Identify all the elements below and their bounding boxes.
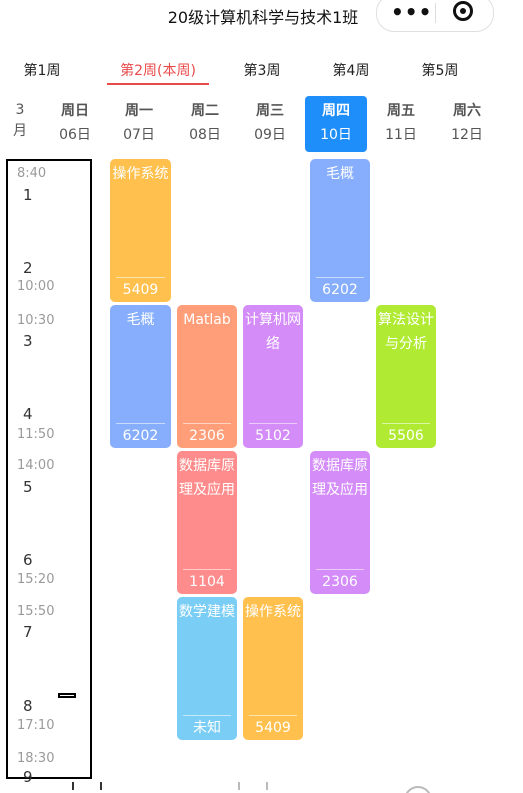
day-name: 周日: [61, 103, 89, 119]
course-room: 2306: [183, 423, 231, 448]
course-card-thu-maogai[interactable]: 毛概 6202: [310, 159, 370, 302]
day-header-mon: 周一 07日: [108, 96, 170, 152]
month-label: 3 月: [8, 100, 32, 142]
active-tab-underline: [107, 83, 209, 85]
day-date: 09日: [254, 127, 286, 143]
bottom-nav-item-2[interactable]: [238, 782, 272, 793]
period-6-end: 15:20: [17, 572, 55, 587]
nav-icon-3: [404, 786, 432, 793]
period-5-number: 5: [23, 478, 33, 496]
course-room: 6202: [116, 423, 165, 448]
mini-program-capsule: •••: [376, 0, 494, 32]
course-name: 算法设计与分析: [378, 312, 434, 352]
course-card-tue-modeling[interactable]: 数学建模 未知: [177, 597, 237, 740]
tab-week-4[interactable]: 第4周: [332, 63, 370, 79]
day-name: 周三: [256, 103, 284, 119]
day-header-tue: 周二 08日: [174, 96, 236, 152]
bottom-nav-item-1[interactable]: [72, 782, 106, 793]
period-7-start: 15:50: [17, 604, 55, 619]
tab-week-3[interactable]: 第3周: [243, 63, 281, 79]
course-card-tue-database[interactable]: 数据库原理及应用 1104: [177, 451, 237, 594]
day-header-sun: 周日 06日: [44, 96, 106, 152]
period-8-number: 8: [23, 697, 33, 715]
day-name: 周一: [125, 103, 153, 119]
capsule-divider: [435, 3, 436, 23]
course-room: 5409: [116, 277, 165, 302]
course-room: 2306: [316, 569, 364, 594]
course-room: 6202: [316, 277, 364, 302]
course-card-mon-os[interactable]: 操作系统 5409: [110, 159, 171, 302]
period-9-start: 18:30: [17, 751, 55, 766]
tab-week-5[interactable]: 第5周: [421, 63, 459, 79]
course-name: 操作系统: [245, 604, 301, 620]
period-9-number: 9: [23, 768, 33, 786]
period-4-end: 11:50: [17, 427, 55, 442]
course-card-thu-database[interactable]: 数据库原理及应用 2306: [310, 451, 370, 594]
period-8-end: 17:10: [17, 718, 55, 733]
day-name: 周二: [191, 103, 219, 119]
scroll-handle[interactable]: [58, 693, 76, 698]
page-title: 20级计算机科学与技术1班: [167, 8, 359, 27]
nav-icon-1: [72, 782, 102, 790]
day-date: 11日: [385, 127, 417, 143]
day-header-thu-today: 周四 10日: [305, 96, 367, 152]
bottom-nav-item-3[interactable]: [404, 782, 434, 793]
course-card-mon-maogai[interactable]: 毛概 6202: [110, 305, 171, 448]
course-name: Matlab: [183, 312, 231, 328]
course-room: 5409: [249, 715, 297, 740]
month-unit: 月: [13, 123, 27, 139]
nav-icon-2: [238, 782, 268, 790]
period-5-start: 14:00: [17, 458, 55, 473]
top-bar: 20级计算机科学与技术1班 •••: [0, 0, 523, 32]
period-3-number: 3: [23, 332, 33, 350]
day-date: 08日: [189, 127, 221, 143]
day-header-sat: 周六 12日: [436, 96, 498, 152]
course-room: 5506: [382, 423, 430, 448]
day-header-wed: 周三 09日: [239, 96, 301, 152]
course-name: 计算机网络: [245, 312, 301, 352]
course-name: 数学建模: [179, 604, 235, 620]
period-4-number: 4: [23, 405, 33, 423]
period-7-number: 7: [23, 623, 33, 641]
day-name: 周四: [322, 103, 350, 119]
day-header-fri: 周五 11日: [370, 96, 432, 152]
day-date: 07日: [123, 127, 155, 143]
course-card-tue-matlab[interactable]: Matlab 2306: [177, 305, 237, 448]
course-name: 操作系统: [112, 166, 169, 182]
period-3-start: 10:30: [17, 313, 55, 328]
course-name: 毛概: [326, 166, 354, 182]
course-card-wed-os[interactable]: 操作系统 5409: [243, 597, 303, 740]
day-date: 10日: [320, 127, 352, 143]
course-name: 数据库原理及应用: [179, 458, 235, 498]
course-name: 毛概: [126, 312, 155, 328]
period-1-start: 8:40: [17, 166, 47, 181]
course-room: 5102: [249, 423, 297, 448]
course-card-fri-algorithm[interactable]: 算法设计与分析 5506: [376, 305, 436, 448]
tab-week-1[interactable]: 第1周: [23, 63, 61, 79]
more-icon[interactable]: •••: [391, 0, 433, 24]
period-time-column: 8:40 1 2 10:00 10:30 3 4 11:50 14:00 5 6…: [6, 159, 92, 786]
day-name: 周六: [453, 103, 481, 119]
course-room: 1104: [183, 569, 231, 594]
course-name: 数据库原理及应用: [312, 458, 368, 498]
close-target-icon[interactable]: [453, 1, 473, 21]
day-date: 06日: [59, 127, 91, 143]
day-date: 12日: [451, 127, 483, 143]
period-2-end: 10:00: [17, 279, 55, 294]
period-1-number: 1: [23, 186, 33, 204]
course-room: 未知: [183, 715, 231, 740]
day-name: 周五: [387, 103, 415, 119]
tab-week-2-current[interactable]: 第2周(本周): [120, 63, 196, 79]
period-2-number: 2: [23, 259, 33, 277]
month-number: 3: [15, 102, 25, 118]
period-6-number: 6: [23, 551, 33, 569]
course-card-wed-network[interactable]: 计算机网络 5102: [243, 305, 303, 448]
